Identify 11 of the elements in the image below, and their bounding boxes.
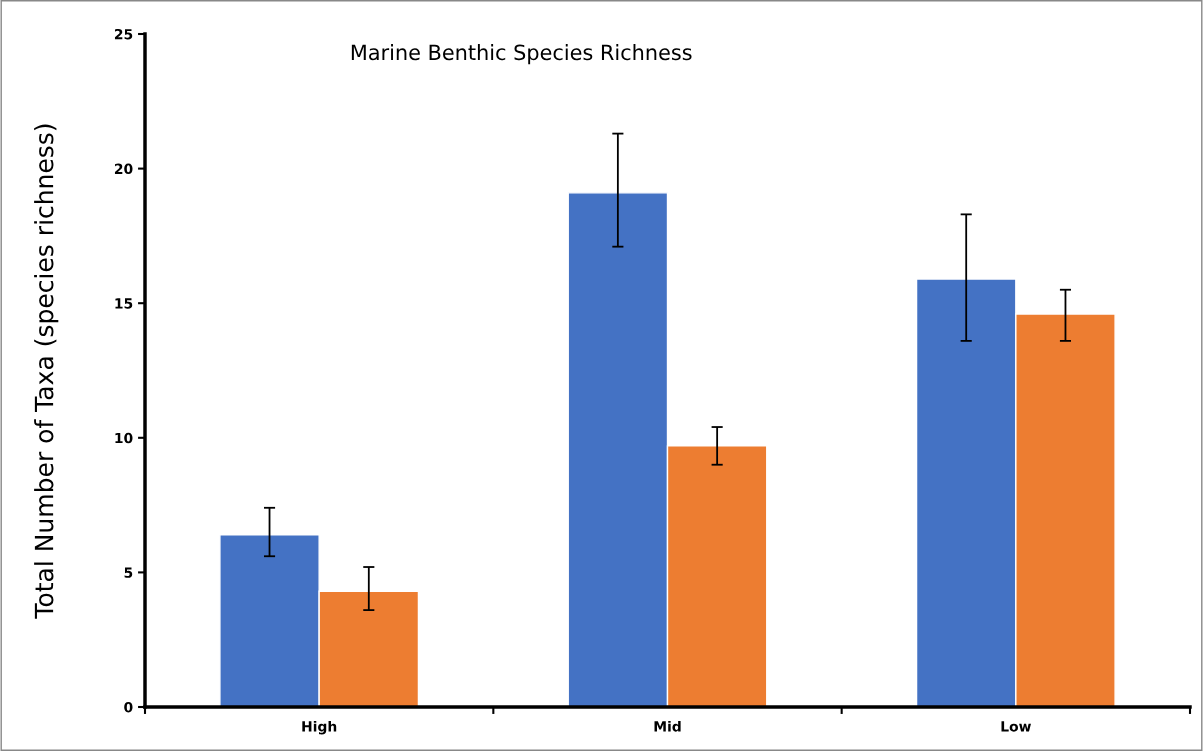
y-tick-label: 15	[115, 298, 133, 309]
chart-title: Marine Benthic Species Richness	[351, 44, 692, 65]
y-tick-label: 20	[114, 163, 133, 175]
y-tick-label: 25	[114, 28, 133, 40]
x-tick-label: High	[302, 720, 337, 735]
y-tick-label: 5	[124, 567, 133, 578]
x-tick-label: Mid	[654, 720, 681, 732]
y-tick-label: 0	[124, 701, 133, 713]
y-tick-label: 10	[115, 432, 133, 444]
y-axis-title: Total Number of Taxa (species richness)	[34, 124, 59, 619]
x-tick-label: Low	[1001, 721, 1031, 732]
